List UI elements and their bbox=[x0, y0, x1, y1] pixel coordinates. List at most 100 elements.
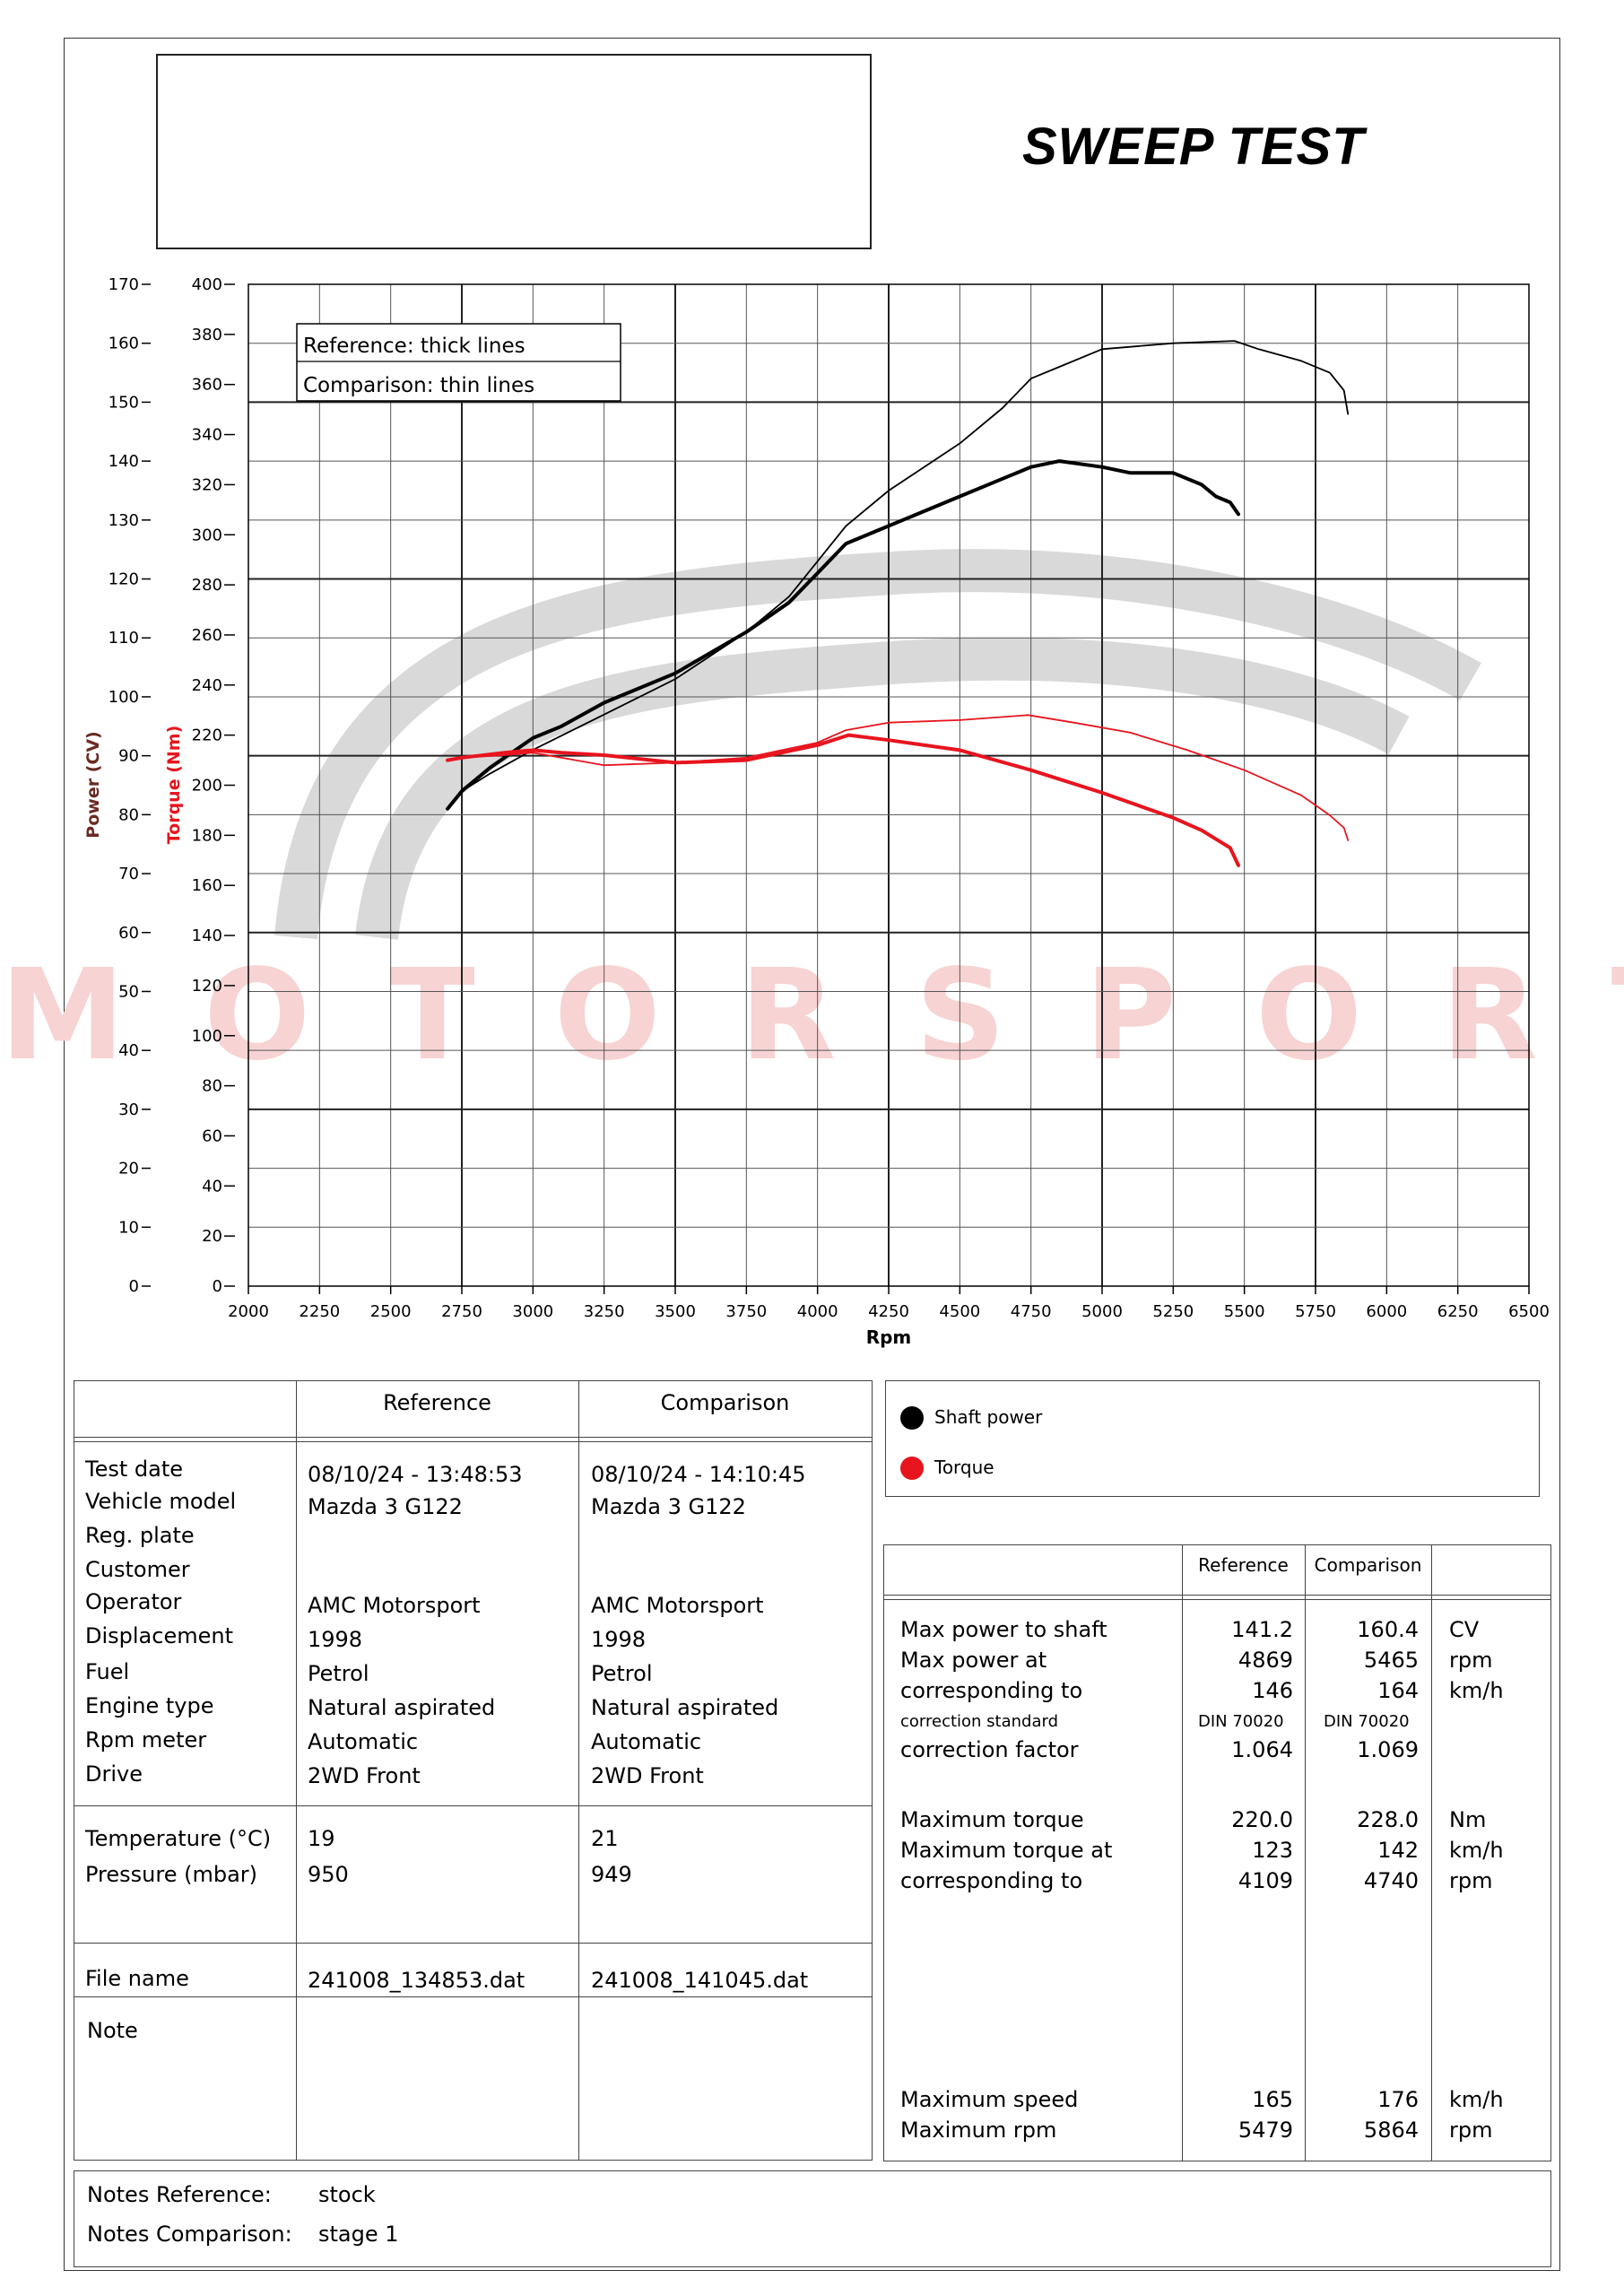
cmp-drive: 2WD Front bbox=[591, 1763, 704, 1788]
ref-displacement: 1998 bbox=[308, 1627, 363, 1652]
results-row-cmp: 160.4 bbox=[1357, 1617, 1419, 1642]
label-temperature: Temperature (°C) bbox=[85, 1826, 272, 1851]
legend-swatch-torque bbox=[900, 1457, 924, 1480]
ref-fuel: Petrol bbox=[308, 1661, 369, 1686]
notes-reference-label: Notes Reference: bbox=[87, 2182, 272, 2207]
plot-area-border bbox=[248, 283, 1530, 1287]
legend-swatch-shaft-power bbox=[900, 1406, 924, 1430]
notes-comparison-label: Notes Comparison: bbox=[87, 2222, 292, 2247]
info-table: Reference Comparison Test date Vehicle m… bbox=[74, 1380, 873, 2161]
x-tick-label: 2000 bbox=[228, 1302, 269, 1321]
results-row-cmp: 228.0 bbox=[1357, 1807, 1419, 1832]
power-tick-label: 100 bbox=[109, 688, 139, 707]
x-tick-label: 2250 bbox=[299, 1302, 340, 1321]
results-col-divider-3 bbox=[1431, 1545, 1432, 2161]
ref-operator: AMC Motorsport bbox=[308, 1593, 481, 1618]
results-row-unit: km/h bbox=[1449, 2087, 1504, 2112]
results-row-cmp: 142 bbox=[1377, 1838, 1419, 1863]
power-line-comparison bbox=[447, 340, 1350, 810]
cmp-displacement: 1998 bbox=[591, 1627, 647, 1652]
x-tick-label: 6000 bbox=[1366, 1302, 1407, 1321]
results-row-label: correction standard bbox=[900, 1712, 1059, 1731]
torque-tick-label: 0 bbox=[213, 1277, 222, 1296]
power-tick-label: 10 bbox=[118, 1218, 139, 1237]
col-header-comparison: Comparison bbox=[660, 1390, 790, 1415]
chart-legend-comparison: Comparison: thin lines bbox=[303, 374, 534, 397]
power-line-reference bbox=[446, 459, 1240, 811]
results-row-label: Maximum rpm bbox=[900, 2118, 1057, 2143]
x-tick-label: 3500 bbox=[655, 1302, 696, 1321]
torque-tick-label: 140 bbox=[192, 926, 222, 945]
header-divider bbox=[74, 1437, 872, 1438]
results-row-ref: 5479 bbox=[1238, 2118, 1293, 2143]
torque-tick-label: 80 bbox=[202, 1077, 222, 1096]
results-row-cmp: 176 bbox=[1377, 2087, 1419, 2112]
power-tick-label: 160 bbox=[109, 335, 139, 353]
label-operator: Operator bbox=[85, 1589, 182, 1614]
x-tick-label: 3750 bbox=[725, 1302, 767, 1321]
torque-tick-label: 180 bbox=[192, 826, 222, 845]
power-tick-label: 60 bbox=[118, 924, 139, 943]
results-row-label: Maximum torque bbox=[900, 1807, 1084, 1832]
x-tick-label: 5000 bbox=[1081, 1302, 1123, 1321]
results-col-header-comparison: Comparison bbox=[1314, 1554, 1422, 1576]
torque-tick-label: 120 bbox=[192, 977, 222, 996]
label-fuel: Fuel bbox=[85, 1659, 130, 1684]
torque-tick-label: 340 bbox=[192, 426, 222, 445]
power-tick-label: 20 bbox=[118, 1160, 139, 1178]
results-row-ref: 220.0 bbox=[1231, 1807, 1293, 1832]
torque-tick-label: 60 bbox=[202, 1126, 222, 1145]
x-tick-label: 3250 bbox=[584, 1302, 625, 1321]
torque-tick-label: 400 bbox=[192, 275, 222, 294]
torque-tick-label: 20 bbox=[202, 1227, 222, 1246]
label-engine-type: Engine type bbox=[85, 1693, 214, 1718]
x-tick-label: 2500 bbox=[370, 1302, 412, 1321]
label-rpm-meter: Rpm meter bbox=[85, 1727, 207, 1752]
results-row-cmp: 5864 bbox=[1363, 2118, 1419, 2143]
chart-legend-box bbox=[296, 323, 621, 402]
cmp-vehicle-model: Mazda 3 G122 bbox=[591, 1494, 746, 1519]
notes-panel: Notes Reference: stock Notes Comparison:… bbox=[74, 2170, 1551, 2267]
power-tick-label: 70 bbox=[118, 865, 139, 883]
label-vehicle-model: Vehicle model bbox=[85, 1489, 237, 1514]
ref-rpm-meter: Automatic bbox=[308, 1729, 419, 1754]
label-customer: Customer bbox=[85, 1557, 190, 1582]
power-tick-label: 150 bbox=[109, 393, 139, 412]
results-row-cmp: 1.069 bbox=[1357, 1737, 1419, 1762]
results-row-unit: km/h bbox=[1449, 1838, 1504, 1863]
results-row-label: Max power at bbox=[900, 1648, 1047, 1673]
torque-tick-label: 160 bbox=[192, 876, 222, 895]
results-row-unit: CV bbox=[1449, 1617, 1480, 1642]
results-row-ref: 165 bbox=[1252, 2087, 1293, 2112]
x-axis-title: Rpm bbox=[866, 1326, 912, 1348]
cmp-file-name: 241008_141045.dat bbox=[591, 1968, 809, 1993]
watermark-logo: MOTORSPORT bbox=[0, 549, 1624, 1089]
torque-tick-label: 320 bbox=[192, 475, 222, 494]
results-row-unit: km/h bbox=[1449, 1678, 1504, 1703]
power-tick-label: 80 bbox=[118, 805, 139, 824]
col-divider-2 bbox=[578, 1381, 579, 2160]
results-row-ref: 146 bbox=[1252, 1678, 1293, 1703]
cmp-fuel: Petrol bbox=[591, 1661, 653, 1686]
cmp-rpm-meter: Automatic bbox=[591, 1729, 702, 1754]
torque-tick-label: 40 bbox=[202, 1177, 222, 1196]
torque-line-reference bbox=[446, 733, 1240, 867]
results-row-cmp: 5465 bbox=[1363, 1648, 1419, 1673]
power-axis-title: Power (CV) bbox=[83, 731, 103, 838]
label-file-name: File name bbox=[85, 1966, 189, 1991]
ref-test-date: 08/10/24 - 13:48:53 bbox=[308, 1462, 523, 1487]
results-row-unit: rpm bbox=[1449, 2118, 1493, 2143]
ref-file-name: 241008_134853.dat bbox=[308, 1968, 525, 1993]
label-reg-plate: Reg. plate bbox=[85, 1523, 195, 1548]
power-tick-label: 90 bbox=[118, 747, 139, 766]
page-title: SWEEP TEST bbox=[1022, 117, 1365, 176]
torque-tick-label: 360 bbox=[192, 376, 222, 395]
torque-tick-label: 200 bbox=[192, 777, 222, 796]
results-row-ref: 4109 bbox=[1238, 1868, 1293, 1893]
chart-legend-reference: Reference: thick lines bbox=[303, 335, 525, 358]
cmp-test-date: 08/10/24 - 14:10:45 bbox=[591, 1462, 806, 1487]
results-row-ref: DIN 70020 bbox=[1198, 1712, 1284, 1731]
torque-tick-label: 240 bbox=[192, 676, 222, 695]
results-row-cmp: 164 bbox=[1377, 1678, 1419, 1703]
